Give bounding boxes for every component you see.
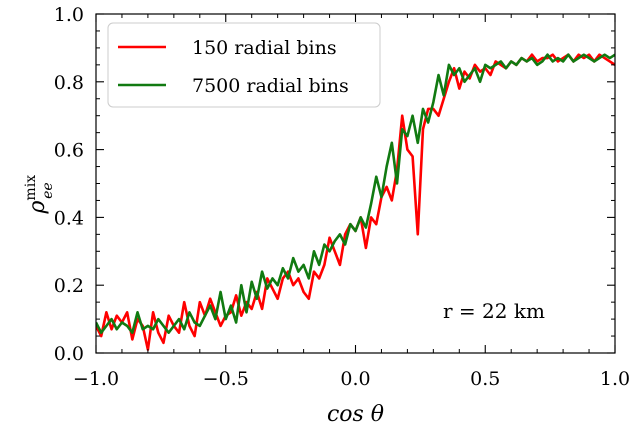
series-layer — [96, 53, 615, 351]
y-tick-label: 0.4 — [54, 207, 84, 229]
ticks-layer — [95, 13, 616, 354]
x-tick-label: −0.5 — [203, 368, 249, 390]
y-axis-label-sub: ee — [40, 182, 56, 199]
legend-box — [107, 22, 381, 108]
x-tick-label: 0.5 — [470, 368, 500, 390]
x-tick-label: 1.0 — [600, 368, 630, 390]
y-tick-label: 0.8 — [54, 72, 84, 94]
y-axis-label: ρmixee — [23, 175, 56, 215]
x-tick-label: −1.0 — [73, 368, 119, 390]
legend-label-1: 150 radial bins — [192, 37, 337, 59]
x-tick-label: 0.0 — [340, 368, 370, 390]
y-axis-label-sup: mix — [23, 175, 39, 201]
y-tick-label: 0.0 — [54, 343, 84, 365]
x-axis-label: cos θ — [327, 402, 384, 427]
labels-layer: −1.0 −0.5 0.0 0.5 1.0 0.0 0.2 0.4 0.6 0.8 1.0 cos θ… — [23, 4, 630, 427]
legend-label-2: 7500 radial bins — [192, 75, 349, 97]
y-tick-label: 0.2 — [54, 275, 84, 297]
y-tick-label: 0.6 — [54, 140, 84, 162]
y-tick-label: 1.0 — [54, 4, 84, 26]
series-line-2 — [96, 53, 615, 334]
y-axis-label-symbol: ρ — [25, 201, 50, 215]
legend: 150 radial bins 7500 radial bins — [107, 22, 381, 108]
annotation: r = 22 km — [443, 299, 545, 323]
